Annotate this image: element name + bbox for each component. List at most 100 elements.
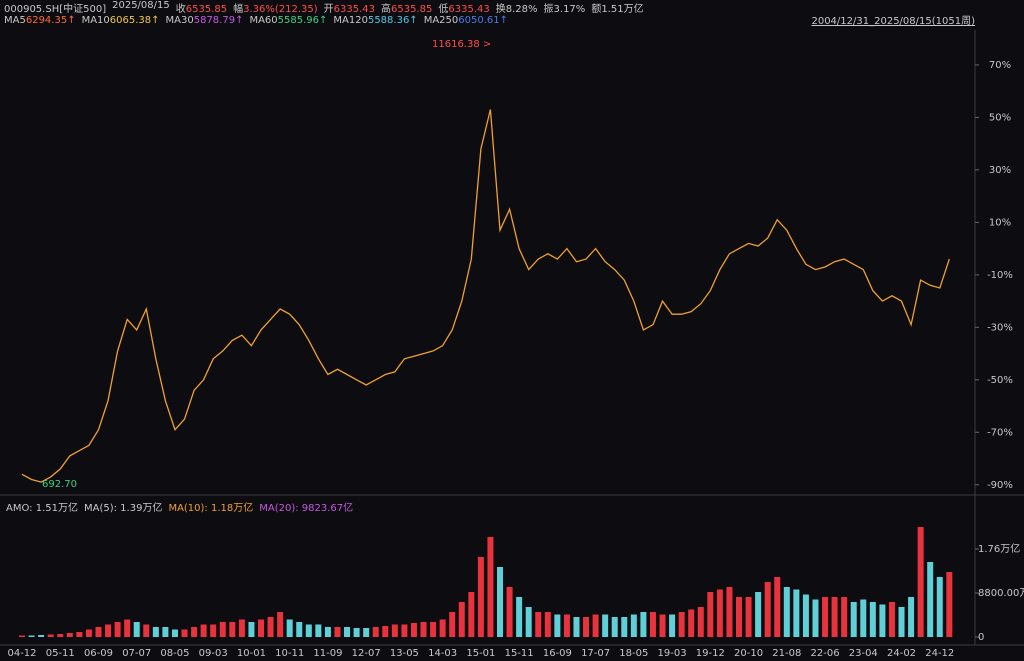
volume-bar	[592, 614, 599, 637]
x-tick-label: 15-01	[466, 648, 495, 659]
volume-bar	[382, 626, 389, 637]
volume-bar	[76, 632, 83, 637]
volume-bar	[793, 589, 800, 637]
quote-value: 3.17%	[553, 4, 586, 15]
volume-bar	[908, 597, 915, 637]
volume-bar	[124, 619, 131, 637]
volume-bar	[946, 572, 953, 637]
volume-bar	[602, 614, 609, 637]
volume-bar	[363, 628, 370, 637]
volume-bar	[238, 619, 245, 637]
x-tick-label: 24-12	[925, 648, 954, 659]
quote-label: 振	[543, 4, 554, 15]
volume-bar	[47, 634, 54, 637]
x-tick-label: 24-02	[887, 648, 916, 659]
x-tick-label: 09-03	[199, 648, 228, 659]
ma-label: MA10	[81, 15, 110, 26]
volume-bar	[544, 612, 551, 637]
volume-bar	[391, 624, 398, 637]
quote-value: 8.28%	[505, 4, 538, 15]
volume-bar	[640, 612, 647, 637]
volume-bar	[573, 617, 580, 637]
volume-bar	[191, 627, 198, 637]
ma-label: MA250	[423, 15, 459, 26]
volume-bar	[535, 612, 542, 637]
volume-bar	[219, 622, 226, 637]
ma-item: MA2506050.61↑	[424, 15, 508, 26]
volume-bar	[468, 592, 475, 637]
x-tick-label: 06-09	[84, 648, 113, 659]
quote-row: 000905.SH[中证500] 2025/08/15 收6535.85 幅3.36%…	[4, 0, 644, 15]
volume-bar	[430, 622, 437, 637]
x-tick-label: 17-07	[581, 648, 610, 659]
volume-bar	[669, 614, 676, 637]
volume-bar	[133, 622, 140, 637]
x-tick-label: 08-05	[160, 648, 189, 659]
volume-bar	[563, 614, 570, 637]
volume-legend: MA(20): 9823.67亿	[259, 501, 353, 514]
y-tick-label: -50%	[987, 375, 1013, 386]
volume-bar	[917, 527, 924, 637]
volume-bar	[736, 597, 742, 637]
volume-bar	[410, 623, 417, 637]
y-tick-label: -90%	[987, 480, 1013, 491]
quote-item: 高6535.85	[381, 0, 432, 15]
y2-tick-label: 8800.00万	[978, 588, 1024, 599]
volume-bar	[812, 599, 819, 637]
volume-bar	[745, 597, 752, 637]
x-tick-label: 19-12	[696, 648, 725, 659]
volume-bar	[210, 624, 217, 637]
x-tick-label: 20-10	[734, 648, 763, 659]
volume-bar	[583, 617, 590, 637]
volume-bar	[143, 624, 150, 637]
volume-bar	[688, 609, 695, 637]
volume-bar	[267, 617, 274, 637]
volume-bar	[19, 635, 25, 637]
ma-item: MA305878.79↑	[166, 15, 244, 26]
x-tick-label: 07-07	[122, 648, 151, 659]
quote-item: 开6335.43	[324, 0, 375, 15]
volume-bar	[621, 617, 628, 637]
quote-value: 6535.85	[391, 4, 433, 15]
quote-item: 换8.28%	[496, 0, 538, 15]
volume-bar	[697, 607, 704, 637]
volume-bar	[497, 567, 503, 637]
quote-value: 6535.85	[185, 4, 228, 15]
volume-bar	[305, 624, 312, 637]
volume-bar	[764, 582, 771, 637]
volume-bar	[783, 587, 790, 637]
volume-bar	[554, 614, 561, 637]
quote-label: 开	[323, 4, 334, 15]
ma-label: MA5	[4, 15, 26, 26]
volume-bar	[630, 614, 637, 637]
volume-bar	[57, 634, 64, 637]
quote-value: 1.51万亿	[601, 4, 644, 15]
volume-bar	[324, 627, 331, 637]
volume-bar	[171, 629, 178, 637]
volume-bar	[353, 628, 360, 637]
volume-bar	[659, 614, 666, 637]
quote-value: 6335.43	[448, 4, 490, 15]
y-tick-label: -30%	[987, 322, 1013, 333]
quote-item: 低6335.43	[438, 0, 489, 15]
volume-bar	[344, 627, 351, 637]
volume-bar	[200, 624, 207, 637]
volume-bar	[114, 622, 121, 637]
quote-value: 3.36%(212.35)	[243, 4, 318, 15]
price-line	[21, 109, 950, 483]
x-tick-label: 18-05	[619, 648, 648, 659]
volume-bar	[525, 607, 532, 637]
quote-label: 幅	[233, 4, 244, 15]
y2-tick-label: 0	[978, 632, 984, 643]
volume-legend: MA(5): 1.39万亿	[84, 501, 162, 514]
ma-row: MA56294.35↑ MA106065.38↑ MA305878.79↑ MA605…	[4, 15, 508, 26]
volume-bar	[248, 622, 255, 637]
x-tick-label: 15-11	[505, 648, 534, 659]
volume-bar	[487, 537, 494, 637]
ma-item: MA605585.96↑	[249, 15, 327, 26]
volume-bar	[95, 627, 102, 637]
volume-bar	[38, 635, 45, 637]
quote-label: 高	[381, 4, 392, 15]
volume-bar	[296, 622, 303, 637]
